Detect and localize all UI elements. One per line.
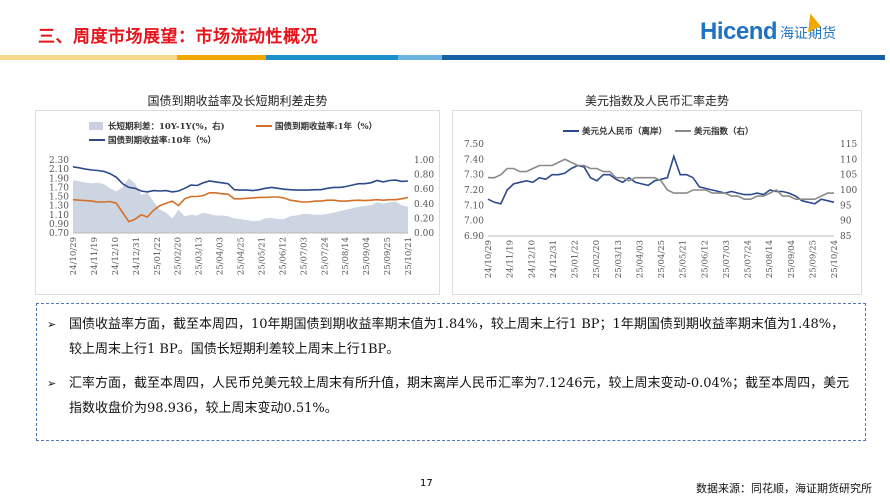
y-left-tick-label: 0.70 [49,229,69,239]
x-tick-label: 25/09/25 [808,240,818,278]
x-tick-label: 25/01/22 [153,237,163,275]
note-bond-yield: ➢ 国债收益率方面，截至本周四，10年期国债到期收益率期末值为1.84%，较上周末… [47,312,851,362]
x-tick-label: 25/10/24 [830,240,840,278]
y-left-tick-label: 0.90 [49,220,69,230]
logo-text-en: Hicend [700,18,778,45]
header-bar-segment [442,55,885,60]
x-tick-label: 25/03/13 [614,240,624,278]
chart-bonds: 2.30 2.10 1.90 1.70 1.50 1.30 1.10 0.90 0.70 1.00… [35,110,440,295]
y-left-tick-label: 1.50 [49,193,69,203]
legend-label: 国债到期收益率:10年（%） [108,135,216,146]
x-tick-label: 24/11/19 [506,240,516,278]
x-tick-label: 25/08/14 [765,240,775,278]
y-right-tick-label: 100 [840,186,857,196]
arrow-bullet-icon: ➢ [47,318,57,331]
x-tick-label: 25/05/21 [679,240,689,278]
y-left-tick-label: 7.40 [464,155,484,165]
y-left-tick-label: 7.10 [464,201,484,211]
y-left-tick-label: 2.30 [49,156,69,166]
x-tick-label: 25/07/03 [299,237,309,275]
x-tick-label: 24/12/10 [111,237,121,275]
header-bar-segment [0,55,177,60]
x-tick-label: 25/07/24 [744,240,754,278]
x-tick-label: 25/06/12 [700,240,710,278]
x-tick-label: 25/07/24 [320,237,330,275]
header-bar-segment [177,55,266,60]
y-left-tick-label: 6.90 [464,232,484,242]
y-right-tick-label: 0.40 [414,200,434,210]
series-line [72,166,409,193]
x-tick-label: 25/07/03 [722,240,732,278]
x-tick-label: 25/03/13 [195,237,205,275]
x-tick-label: 25/09/04 [362,237,372,275]
logo-text-cn: 海证期货 [780,26,837,42]
y-left-tick-label: 1.90 [49,174,69,184]
x-tick-label: 24/10/29 [484,240,494,278]
page-number: 17 [420,478,433,489]
series-line [488,158,834,200]
x-tick-label: 25/06/12 [278,237,288,275]
series-line [487,153,835,205]
x-tick-label: 25/09/04 [787,240,797,278]
logo: Hicend 海证期货 [700,11,837,46]
y-left-tick-label: 1.30 [49,202,69,212]
y-right-tick-label: 90 [840,217,852,227]
y-right-tick-label: 0.80 [414,171,434,181]
page-title: 三、周度市场展望：市场流动性概况 [38,27,318,47]
y-left-tick-label: 7.20 [464,186,484,196]
x-tick-label: 25/01/22 [571,240,581,278]
y-right-tick-label: 85 [840,232,852,242]
y-right-tick-label: 105 [840,171,857,181]
y-left-tick-label: 1.70 [49,183,69,193]
x-tick-label: 24/12/31 [549,240,559,278]
y-right-tick-label: 95 [840,201,852,211]
header-bar-segment [266,55,398,60]
x-tick-label: 24/12/31 [132,237,142,275]
x-tick-label: 25/04/25 [657,240,667,278]
y-left-tick-label: 7.30 [464,171,484,181]
note-fx: ➢ 汇率方面，截至本周四，人民币兑美元较上周末有所升值，期末离岸人民币汇率为7.1… [47,371,851,421]
x-tick-label: 25/04/25 [237,237,247,275]
y-left-tick-label: 2.10 [49,165,69,175]
legend-label: 国债到期收益率:1年（%） [275,121,377,132]
x-tick-label: 25/02/20 [592,240,602,278]
x-tick-label: 25/04/03 [635,240,645,278]
x-tick-label: 25/04/03 [216,237,226,275]
x-tick-label: 24/11/19 [90,237,100,275]
data-source: 数据来源：同花顺，海证期货研究所 [696,482,872,495]
y-right-tick-label: 0.00 [414,229,434,239]
y-right-tick-label: 110 [840,155,857,165]
x-tick-label: 25/09/25 [383,237,393,275]
legend-swatch [89,122,103,130]
summary-notes: ➢ 国债收益率方面，截至本周四，10年期国债到期收益率期末值为1.84%，较上周末… [36,303,866,441]
x-tick-label: 25/08/14 [341,237,351,275]
x-tick-label: 24/10/29 [69,237,79,275]
y-right-tick-label: 1.00 [414,156,434,166]
y-left-tick-label: 7.00 [464,217,484,227]
arrow-bullet-icon: ➢ [47,377,57,390]
series-line [72,192,409,223]
header-bar-segment [398,55,442,60]
y-right-tick-label: 115 [840,140,857,150]
chart-title-bonds: 国债到期收益率及长短期利差走势 [147,94,328,108]
legend-label: 美元指数（右） [694,126,754,137]
y-left-tick-label: 1.10 [49,211,69,221]
x-tick-label: 24/12/10 [527,240,537,278]
chart-title-fx: 美元指数及人民币汇率走势 [584,94,729,108]
y-right-tick-label: 0.60 [414,185,434,195]
x-tick-label: 25/05/21 [257,237,267,275]
legend-label: 长短期利差：10Y-1Y(%，右) [108,121,225,132]
legend-label: 美元兑人民币（离岸） [582,126,667,137]
series-area [73,178,408,233]
chart-fx: 7.50 7.40 7.30 7.20 7.10 7.00 6.90 115 110 105 100… [452,110,862,295]
x-tick-label: 25/10/21 [404,237,414,275]
y-right-tick-label: 0.20 [414,214,434,224]
y-left-tick-label: 7.50 [464,140,484,150]
x-tick-label: 25/02/20 [174,237,184,275]
